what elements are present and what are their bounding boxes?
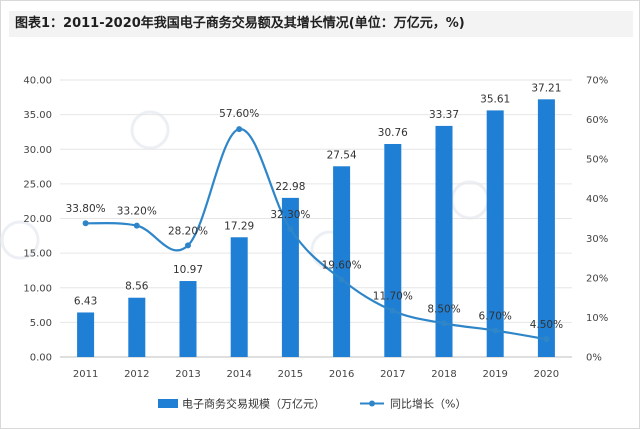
bar-data-label: 27.54	[327, 149, 357, 161]
x-axis-tick-label: 2016	[329, 369, 354, 380]
watermark-logo-2	[450, 180, 490, 220]
watermark	[0, 110, 490, 270]
x-axis-tick-label: 2013	[175, 369, 200, 380]
bar-data-label: 35.61	[480, 93, 510, 105]
legend-line-label: 同比增长（%）	[390, 397, 466, 411]
x-axis-tick-label: 2020	[534, 369, 559, 380]
growth-point	[185, 242, 191, 249]
line-data-label: 57.60%	[219, 108, 259, 120]
line-data-label: 6.70%	[479, 310, 512, 322]
line-data-label: 8.50%	[427, 303, 460, 315]
right-axis-tick-label: 70%	[586, 76, 608, 87]
bar	[384, 143, 402, 357]
line-data-label: 32.30%	[270, 209, 310, 221]
left-axis-tick-label: 40.00	[23, 76, 52, 87]
line-data-label: 19.60%	[322, 259, 362, 271]
growth-point	[287, 226, 294, 233]
bar-data-label: 8.56	[125, 281, 149, 293]
legend-line-marker	[369, 400, 375, 407]
right-axis-tick-label: 40%	[586, 194, 608, 205]
right-axis-ticks: 0% 10% 20% 30% 40% 50% 60% 70%	[586, 76, 608, 364]
left-axis-tick-label: 30.00	[23, 145, 52, 156]
watermark-logo-0	[130, 110, 170, 150]
bar	[230, 237, 248, 357]
bar	[281, 197, 299, 357]
right-axis-tick-label: 30%	[586, 234, 608, 245]
x-axis-ticks: 2011 2012 2013 2014 2015 2016 2017 2018 2019 2020	[73, 369, 559, 380]
growth-line	[85, 127, 547, 341]
x-axis-tick-label: 2018	[431, 369, 456, 380]
legend-bar-label: 电子商务交易规模（万亿元）	[182, 397, 325, 411]
bar-data-label: 22.98	[275, 181, 305, 193]
line-data-label: 28.20%	[168, 225, 208, 237]
x-axis-tick-label: 2019	[482, 369, 507, 380]
left-axis-tick-label: 10.00	[23, 283, 52, 294]
legend-bar-swatch	[158, 399, 178, 408]
left-axis-tick-label: 20.00	[23, 214, 52, 225]
bar-data-labels: 6.43 8.56 10.97 17.29 22.98 27.54 30.76 33.37 35…	[74, 82, 562, 307]
legend: 电子商务交易规模（万亿元） 同比增长（%）	[158, 397, 466, 411]
bar	[537, 99, 555, 358]
bar	[333, 166, 351, 357]
bar	[435, 125, 453, 357]
left-axis-ticks: 0.00 5.00 10.00 15.00 20.00 25.00 30.00 35.00 40…	[23, 76, 52, 364]
bar-data-label: 33.37	[429, 109, 459, 121]
right-axis-tick-label: 10%	[586, 313, 608, 324]
bar	[179, 281, 197, 357]
x-axis-tick-label: 2012	[124, 369, 149, 380]
left-axis-tick-label: 0.00	[30, 353, 52, 364]
line-data-label: 4.50%	[530, 319, 563, 331]
left-axis-tick-label: 5.00	[30, 318, 52, 329]
growth-point	[492, 327, 499, 334]
growth-point	[441, 320, 447, 327]
line-data-label: 33.80%	[66, 203, 106, 215]
gridlines	[60, 79, 572, 358]
bar	[486, 110, 504, 357]
bar-data-label: 6.43	[74, 295, 97, 307]
bar-data-label: 30.76	[378, 127, 408, 139]
bar	[77, 312, 95, 357]
left-axis-tick-label: 35.00	[23, 110, 52, 121]
right-axis-tick-label: 50%	[586, 155, 608, 166]
left-axis-tick-label: 25.00	[23, 179, 52, 190]
bar-data-label: 17.29	[224, 220, 254, 232]
bar	[128, 297, 146, 357]
x-axis-tick-label: 2015	[278, 369, 303, 380]
line-data-labels: 33.80% 33.20% 28.20% 57.60% 32.30% 19.60% 11.7…	[66, 108, 564, 331]
growth-point	[236, 126, 243, 133]
watermark-logo-3	[0, 220, 40, 260]
x-axis-tick-label: 2011	[73, 369, 98, 380]
bar-data-label: 10.97	[173, 264, 203, 276]
growth-point	[338, 276, 345, 283]
bar-series	[77, 99, 555, 358]
growth-line-series	[82, 126, 550, 343]
growth-point	[133, 222, 140, 229]
line-data-label: 11.70%	[373, 291, 413, 303]
growth-point	[82, 220, 89, 227]
right-axis-tick-label: 60%	[586, 115, 608, 126]
line-data-label: 33.20%	[117, 206, 157, 218]
bar-data-label: 37.21	[531, 82, 561, 94]
right-axis-tick-label: 0%	[586, 353, 602, 364]
growth-point	[389, 307, 396, 314]
chart-title: 图表1：2011-2020年我国电子商务交易额及其增长情况(单位：万亿元，%)	[9, 11, 633, 37]
right-axis-tick-label: 20%	[586, 273, 608, 284]
x-axis-tick-label: 2014	[226, 369, 251, 380]
left-axis-tick-label: 15.00	[23, 249, 52, 260]
x-axis-tick-label: 2017	[380, 369, 405, 380]
growth-point	[543, 336, 550, 343]
